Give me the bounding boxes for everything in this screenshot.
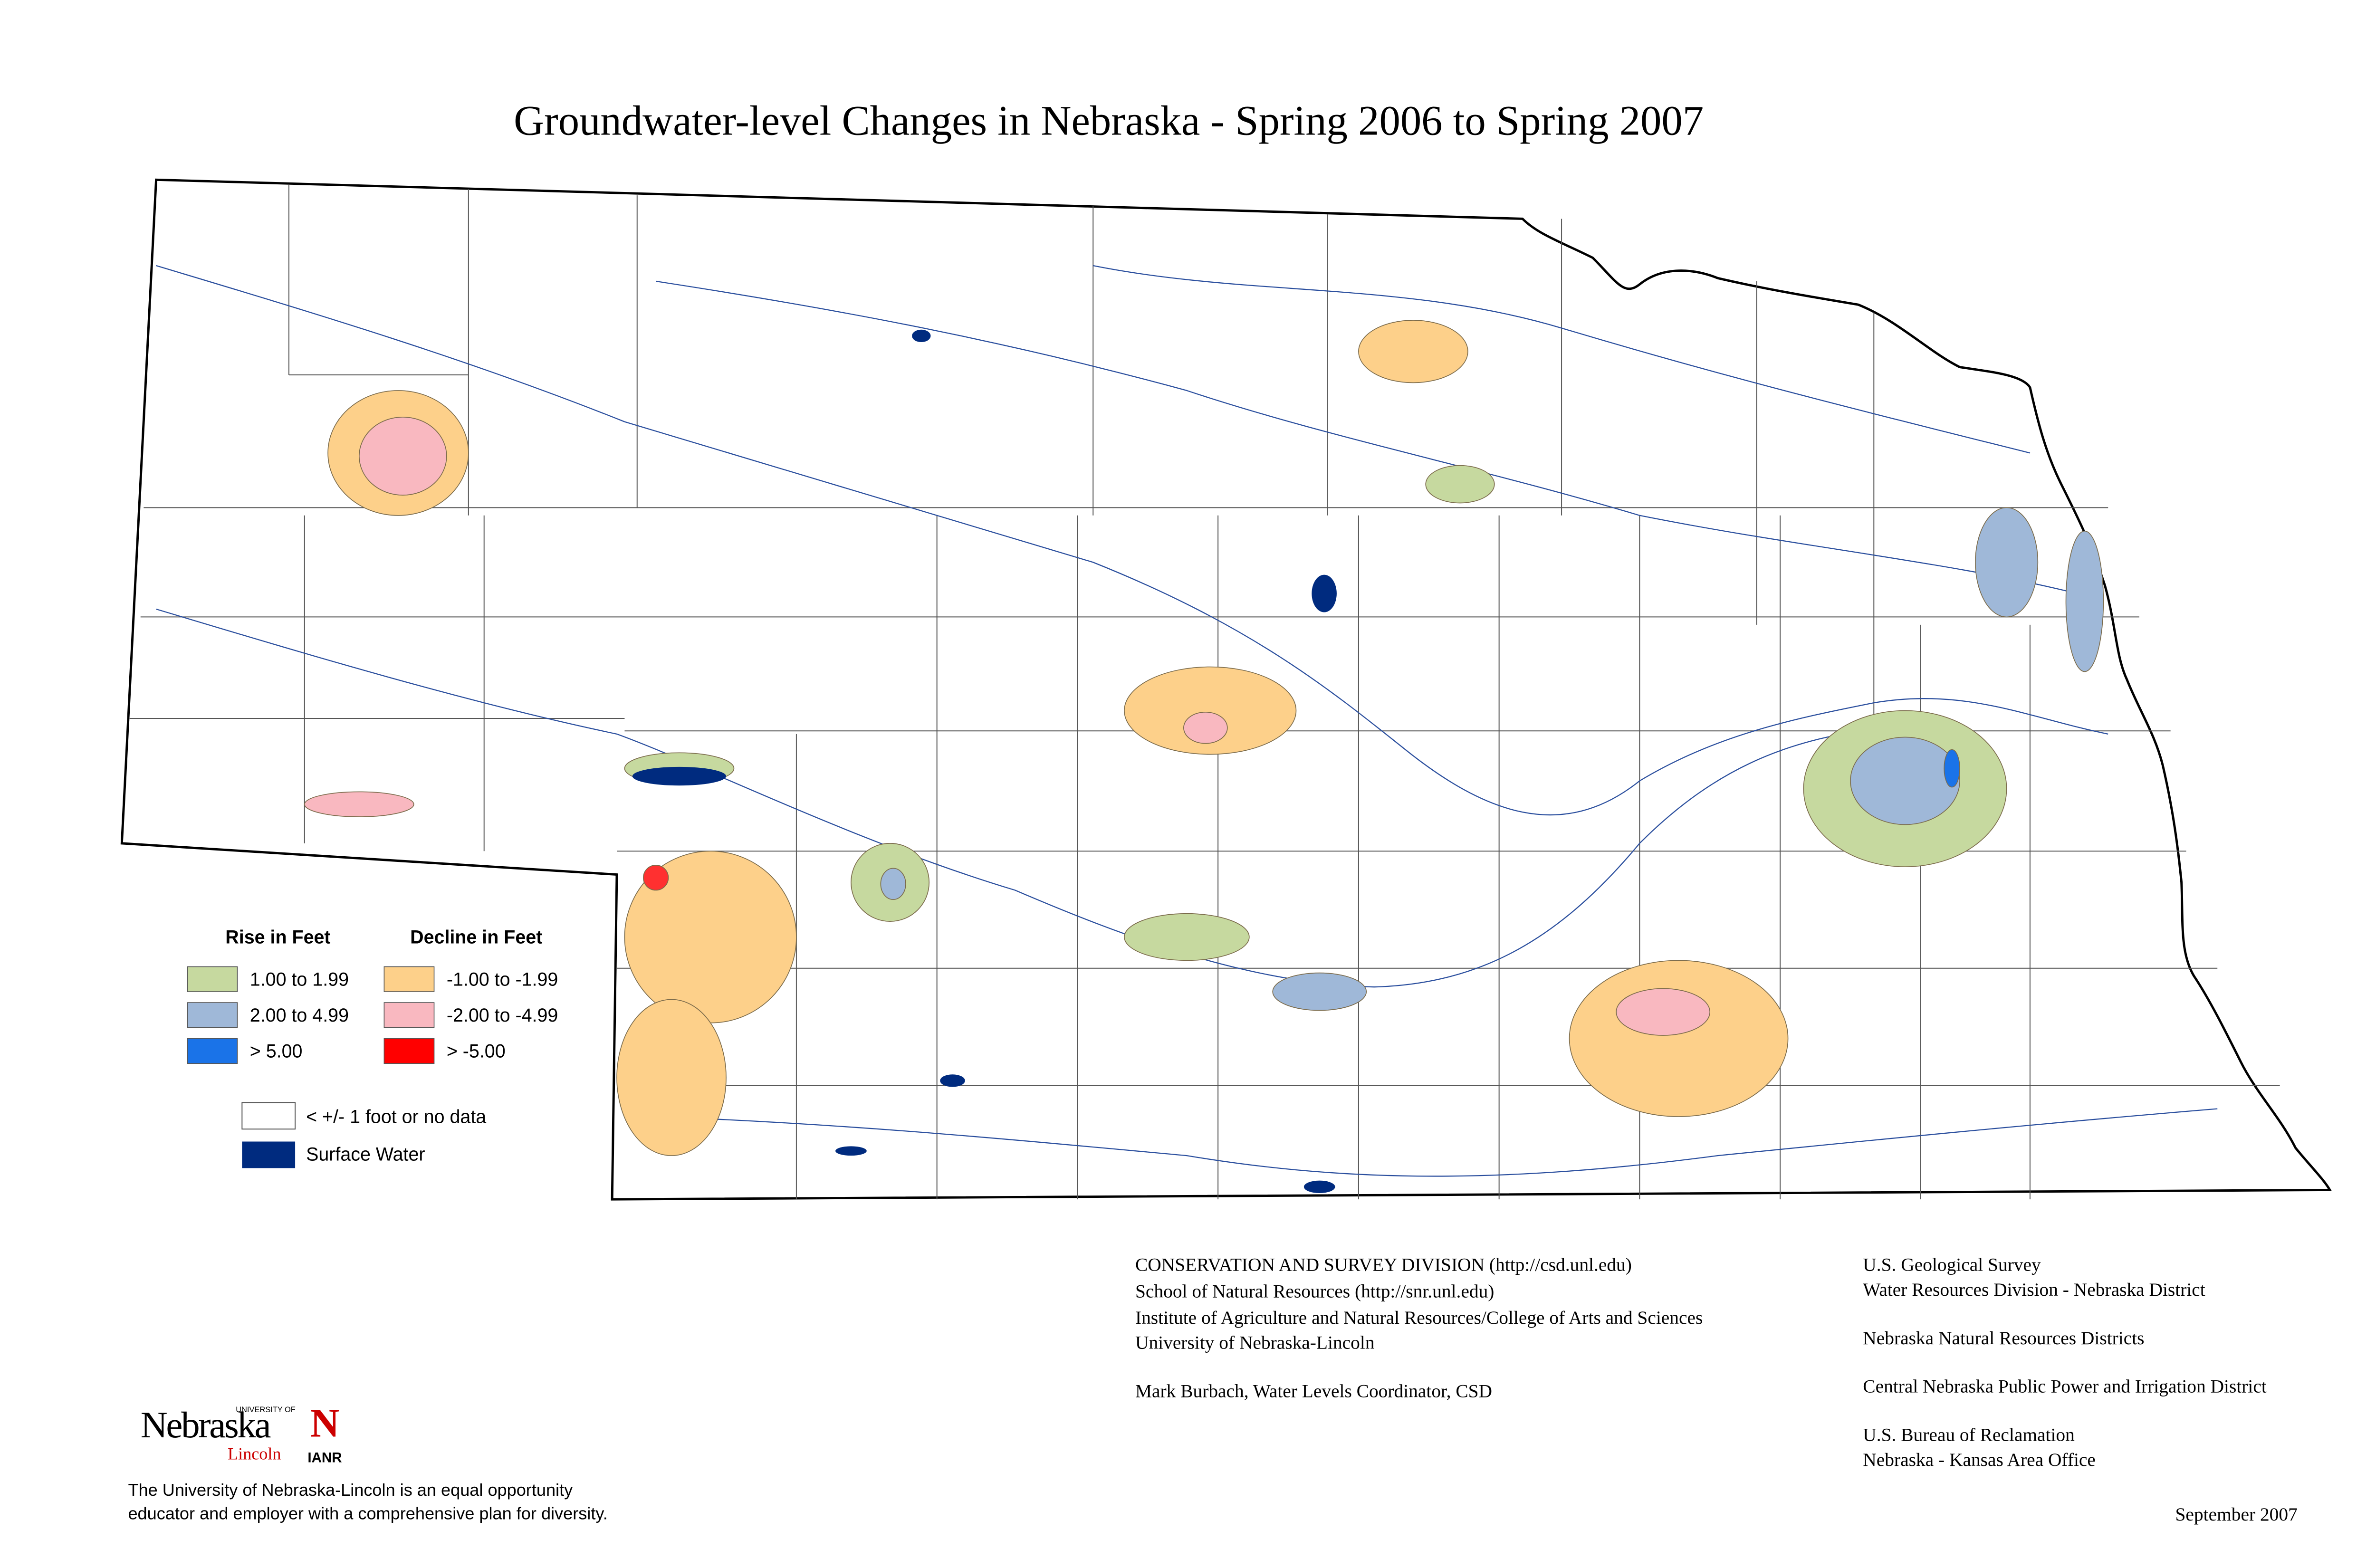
rise-area bbox=[1850, 736, 1960, 825]
decline-area bbox=[1124, 666, 1297, 755]
credit-line: University of Nebraska-Lincoln bbox=[1135, 1332, 1375, 1353]
map-title: Groundwater-level Changes in Nebraska - … bbox=[514, 98, 1704, 144]
logo-text: Nebraska bbox=[141, 1405, 271, 1446]
legend-swatch bbox=[383, 1038, 435, 1064]
rise-area bbox=[2065, 530, 2104, 672]
credit-line: Institute of Agriculture and Natural Res… bbox=[1135, 1307, 1703, 1328]
legend-heading: Decline in Feet bbox=[410, 927, 542, 948]
disclaimer-line: The University of Nebraska-Lincoln is an… bbox=[128, 1480, 573, 1500]
credit-line: CONSERVATION AND SURVEY DIVISION (http:/… bbox=[1135, 1254, 1632, 1275]
legend-swatch bbox=[187, 966, 238, 992]
legend-swatch bbox=[241, 1102, 296, 1130]
logo-text: IANR bbox=[307, 1450, 342, 1465]
legend-label: -2.00 to -4.99 bbox=[447, 1005, 558, 1026]
logo-text: UNIVERSITY OF bbox=[236, 1405, 296, 1414]
rise-area bbox=[1975, 507, 2039, 618]
rise-area bbox=[1272, 972, 1367, 1011]
legend-label: < +/- 1 foot or no data bbox=[306, 1107, 486, 1128]
credits: CONSERVATION AND SURVEY DIVISION (http:/… bbox=[1135, 1254, 2298, 1525]
contributor: U.S. Bureau of Reclamation bbox=[1863, 1425, 2075, 1445]
decline-area bbox=[304, 791, 414, 817]
logo: UNIVERSITY OF Nebraska Lincoln N IANR bbox=[141, 1401, 342, 1465]
decline-area bbox=[616, 999, 727, 1156]
legend-label: 1.00 to 1.99 bbox=[250, 969, 349, 990]
legend-swatch bbox=[187, 1002, 238, 1028]
logo-text: Lincoln bbox=[228, 1444, 281, 1463]
legend: Rise in Feet Decline in Feet 1.00 to 1.9… bbox=[187, 927, 558, 1168]
credit-line: School of Natural Resources (http://snr.… bbox=[1135, 1281, 1494, 1301]
legend-swatch bbox=[383, 1002, 435, 1028]
legend-swatch bbox=[383, 966, 435, 992]
credit-line: Mark Burbach, Water Levels Coordinator, … bbox=[1135, 1381, 1492, 1402]
date: September 2007 bbox=[2175, 1504, 2298, 1525]
legend-heading: Rise in Feet bbox=[225, 927, 330, 948]
contributor: Nebraska Natural Resources Districts bbox=[1863, 1328, 2144, 1348]
rise-area bbox=[1944, 749, 1960, 788]
contributor: U.S. Geological Survey bbox=[1863, 1254, 2041, 1275]
legend-swatch bbox=[242, 1141, 296, 1168]
decline-area bbox=[1569, 960, 1789, 1117]
contributor: Water Resources Division - Nebraska Dist… bbox=[1863, 1279, 2205, 1300]
disclaimer-line: educator and employer with a comprehensi… bbox=[128, 1503, 607, 1523]
legend-label: > -5.00 bbox=[447, 1041, 506, 1062]
logo-text: N bbox=[310, 1401, 340, 1445]
state-map bbox=[120, 178, 2332, 1201]
rise-area bbox=[1124, 913, 1250, 961]
contributor: Central Nebraska Public Power and Irriga… bbox=[1863, 1376, 2267, 1397]
decline-area bbox=[1358, 320, 1468, 383]
legend-swatch bbox=[187, 1038, 238, 1064]
disclaimer: The University of Nebraska-Lincoln is an… bbox=[128, 1480, 607, 1523]
decline-area bbox=[358, 416, 447, 496]
rise-area bbox=[880, 868, 906, 900]
surface-water bbox=[632, 329, 1337, 1193]
decline-area bbox=[1616, 988, 1711, 1036]
decline-area bbox=[643, 865, 669, 891]
legend-label: > 5.00 bbox=[250, 1041, 303, 1062]
rise-area bbox=[1425, 465, 1495, 504]
legend-label: Surface Water bbox=[306, 1144, 425, 1165]
county-lines bbox=[129, 184, 2280, 1200]
contributor: Nebraska - Kansas Area Office bbox=[1863, 1449, 2096, 1470]
decline-area bbox=[1183, 712, 1228, 744]
change-areas bbox=[304, 320, 2104, 1156]
legend-label: 2.00 to 4.99 bbox=[250, 1005, 349, 1026]
legend-label: -1.00 to -1.99 bbox=[447, 969, 558, 990]
